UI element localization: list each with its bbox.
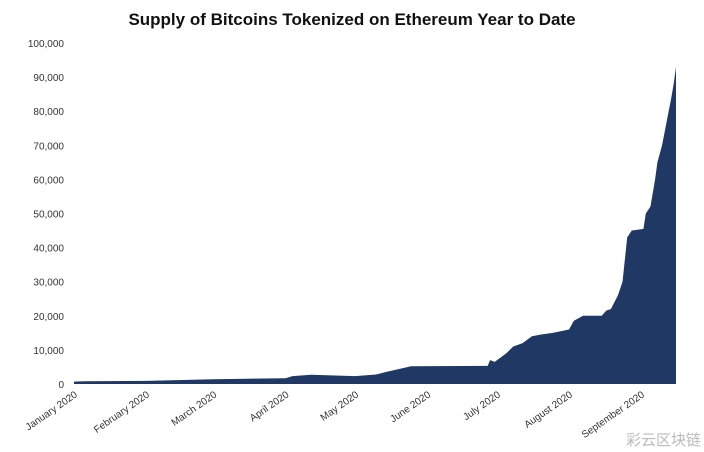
y-tick-label: 10,000: [33, 346, 64, 357]
y-tick-label: 90,000: [33, 73, 64, 84]
y-tick-label: 100,000: [28, 39, 65, 50]
x-tick-label: May 2020: [319, 389, 362, 423]
chart-title: Supply of Bitcoins Tokenized on Ethereum…: [128, 10, 576, 29]
x-tick-label: August 2020: [522, 389, 575, 430]
x-tick-label: June 2020: [388, 389, 433, 425]
y-tick-label: 50,000: [33, 210, 64, 221]
y-tick-label: 0: [58, 380, 64, 391]
y-tick-label: 40,000: [33, 244, 64, 255]
y-tick-label: 80,000: [33, 107, 64, 118]
x-tick-label: July 2020: [461, 389, 503, 423]
y-tick-label: 20,000: [33, 312, 64, 323]
x-tick-label: January 2020: [24, 389, 80, 433]
watermark: 彩云区块链: [626, 432, 702, 449]
y-tick-label: 70,000: [33, 141, 64, 152]
y-tick-label: 60,000: [33, 175, 64, 186]
area-series: [74, 66, 676, 385]
x-tick-label: April 2020: [248, 389, 292, 424]
x-tick-label: March 2020: [170, 389, 220, 429]
x-tick-label: February 2020: [92, 389, 152, 436]
y-tick-label: 30,000: [33, 278, 64, 289]
